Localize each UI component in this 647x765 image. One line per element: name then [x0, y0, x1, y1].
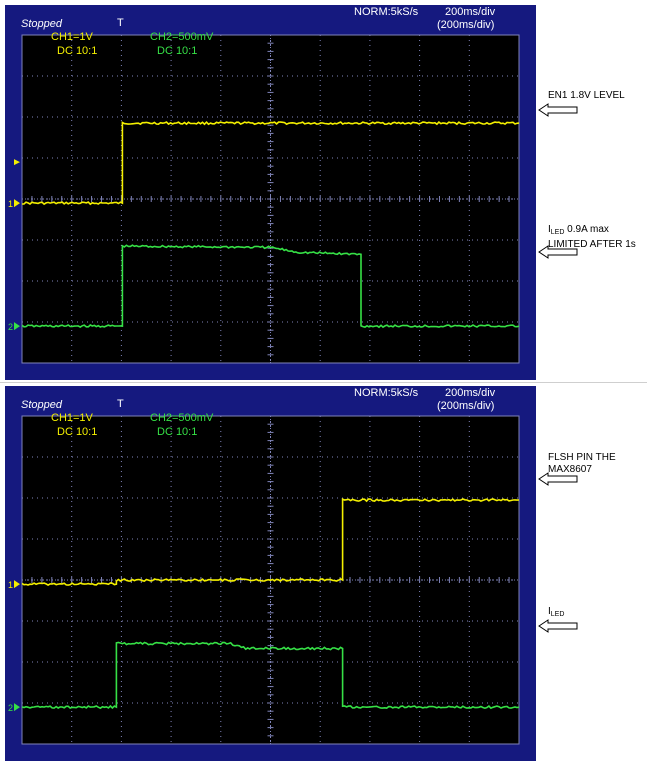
ch2-marker: 2: [8, 322, 13, 332]
trigger-marker: T: [117, 398, 124, 410]
ch1-scale-label: CH1=1V: [51, 31, 93, 43]
status-label: Stopped: [21, 399, 62, 411]
ch2-coupling-label: DC 10:1: [157, 426, 198, 438]
sample-rate-label: NORM:5kS/s: [354, 6, 419, 18]
annotation-main: I: [548, 606, 551, 617]
ground-marker-icon: [14, 580, 20, 589]
ch2-scale-label: CH2=500mV: [150, 31, 214, 43]
ground-marker-icon: [14, 322, 20, 331]
ch1-coupling-label: DC 10:1: [57, 426, 98, 438]
annotation-main: FLSH PIN THE: [548, 452, 616, 463]
trace-ch2: [21, 641, 520, 710]
ch2-marker: 2: [8, 703, 13, 713]
annotation-iled-limit: ILED 0.9A max LIMITED AFTER 1s: [548, 224, 636, 251]
annotation-text: EN1 1.8V LEVEL: [548, 90, 625, 101]
status-label: Stopped: [21, 18, 62, 30]
ch1-scale-label: CH1=1V: [51, 412, 93, 424]
trace-ch1: [21, 498, 520, 587]
scope-screen-1: 12: [5, 5, 536, 380]
annotation-line2: MAX8607: [548, 464, 592, 475]
annotation-en1: EN1 1.8V LEVEL: [548, 90, 625, 102]
graticule-border: [21, 415, 520, 745]
ch2-scale-label: CH2=500mV: [150, 412, 214, 424]
ch2-coupling-label: DC 10:1: [157, 45, 198, 57]
timebase-paren-label: (200ms/div): [437, 19, 495, 31]
scope-screen-2: 12: [5, 386, 536, 761]
timebase-paren-label: (200ms/div): [437, 400, 495, 412]
annotation-sub: LED: [550, 229, 565, 236]
trigger-level-icon: [14, 159, 20, 166]
divider: [0, 382, 647, 383]
annotation-main: I: [548, 224, 551, 235]
annotation-iled: ILED: [548, 606, 564, 621]
ch1-coupling-label: DC 10:1: [57, 45, 98, 57]
arrow-left-icon: [538, 245, 578, 259]
annotation-sub: LED: [550, 611, 565, 618]
trigger-marker: T: [117, 17, 124, 29]
sample-rate-label: NORM:5kS/s: [354, 387, 419, 399]
annotation-line2: LIMITED AFTER 1s: [548, 239, 636, 250]
ground-marker-icon: [14, 703, 20, 712]
timebase-label: 200ms/div: [445, 6, 496, 18]
trace-ch2: [21, 244, 520, 329]
timebase-label: 200ms/div: [445, 387, 496, 399]
ch1-marker: 1: [8, 199, 13, 209]
annotation-flsh: FLSH PIN THE MAX8607: [548, 452, 616, 476]
ground-marker-icon: [14, 199, 20, 208]
trace-ch1: [22, 120, 520, 206]
arrow-left-icon: [538, 472, 578, 486]
annotation-tail: 0.9A max: [564, 224, 609, 235]
graticule-border: [21, 34, 520, 364]
arrow-left-icon: [538, 103, 578, 117]
ch1-marker: 1: [8, 580, 13, 590]
arrow-left-icon: [538, 619, 578, 633]
